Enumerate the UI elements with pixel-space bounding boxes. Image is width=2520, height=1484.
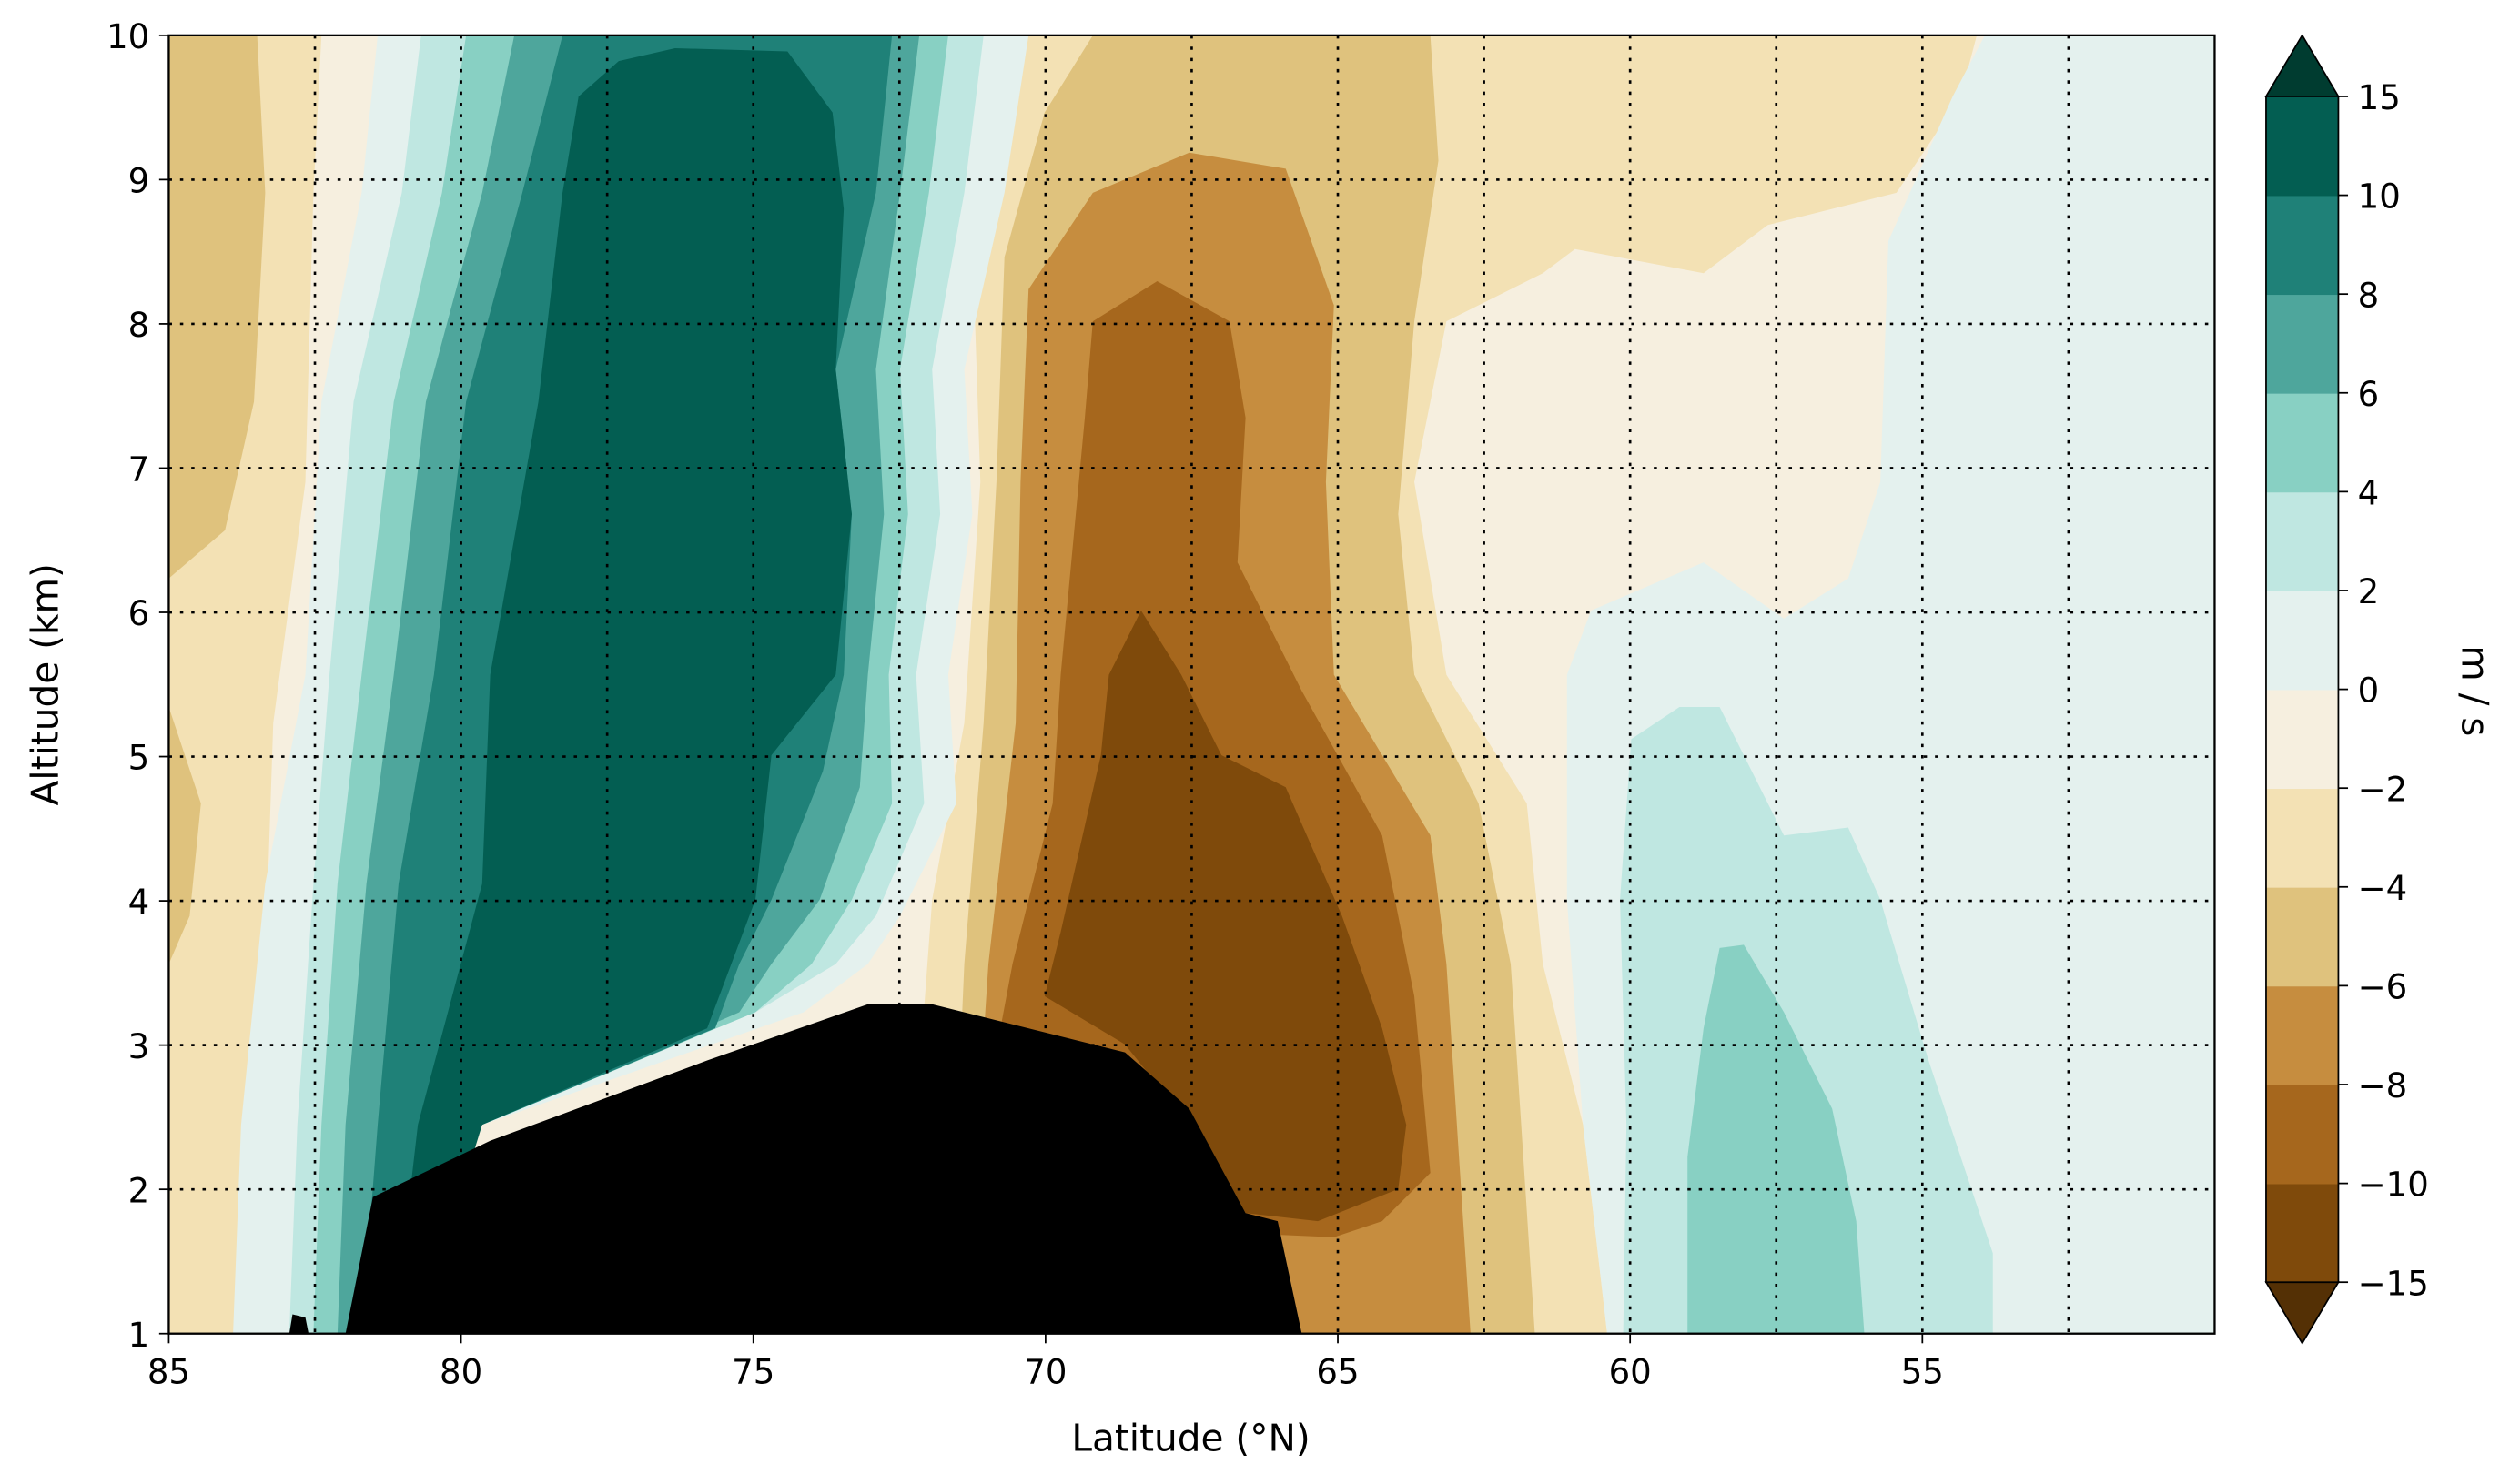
colorbar-segment <box>2265 1183 2339 1284</box>
colorbar-segment <box>2265 1084 2339 1185</box>
y-axis: 1 2 3 4 5 6 7 8 9 10 <box>106 17 169 1355</box>
colorbar-tick-label: −4 <box>2358 869 2408 908</box>
y-tick-label: 5 <box>128 739 150 778</box>
colorbar-tick-label: 10 <box>2358 177 2401 217</box>
colorbar-tick-label: 0 <box>2358 671 2380 711</box>
colorbar-extend-max <box>2264 34 2340 97</box>
colorbar-segment <box>2265 590 2339 691</box>
x-tick-label: 65 <box>1316 1352 1359 1391</box>
x-tick-label: 75 <box>732 1352 774 1391</box>
y-tick-label: 10 <box>106 17 149 56</box>
colorbar-segment <box>2265 985 2339 1085</box>
colorbar-segment <box>2265 788 2339 888</box>
colorbar-tick-label: 15 <box>2358 78 2401 117</box>
contour-region <box>1044 611 1407 1222</box>
y-axis-label: Altitude (km) <box>24 563 67 805</box>
colorbar-tick-label: −2 <box>2358 770 2408 809</box>
contour-region <box>168 35 266 579</box>
colorbar-tick-label: 4 <box>2358 473 2380 512</box>
colorbar-segment <box>2265 392 2339 493</box>
x-tick-label: 60 <box>1609 1352 1652 1391</box>
x-axis-label: Latitude (°N) <box>1071 1417 1310 1460</box>
y-tick-label: 3 <box>128 1027 150 1066</box>
x-tick-label: 85 <box>147 1352 190 1391</box>
contour-region <box>393 47 852 1334</box>
y-tick-label: 8 <box>128 306 150 345</box>
y-tick-label: 4 <box>128 883 150 922</box>
y-tick-label: 1 <box>128 1316 150 1355</box>
colorbar-tick-label: −15 <box>2358 1264 2429 1303</box>
colorbar-tick-label: −8 <box>2358 1066 2408 1105</box>
x-tick-label: 55 <box>1901 1352 1944 1391</box>
y-tick-label: 2 <box>128 1171 150 1210</box>
contour-fills <box>168 35 2215 1334</box>
colorbar-segment <box>2265 96 2339 197</box>
x-axis: 85 80 75 70 65 60 55 <box>147 1333 1944 1391</box>
colorbar-segment <box>2265 689 2339 790</box>
colorbar-tick-label: −6 <box>2358 968 2408 1007</box>
colorbar: −15 −10 −8 −6 −4 −2 0 2 4 6 8 10 15 <box>2264 34 2429 1346</box>
colorbar-segment <box>2265 195 2339 296</box>
colorbar-tick-label: 2 <box>2358 572 2380 611</box>
colorbar-label: m / s <box>2453 645 2496 736</box>
colorbar-segment <box>2265 294 2339 394</box>
x-tick-label: 80 <box>440 1352 482 1391</box>
colorbar-segment <box>2265 491 2339 591</box>
plot-frame <box>167 34 2216 1335</box>
contour-region <box>168 707 201 964</box>
x-tick-label: 70 <box>1024 1352 1067 1391</box>
y-tick-label: 9 <box>128 162 150 201</box>
terrain-mask <box>288 1314 309 1334</box>
gridlines <box>168 35 2215 1334</box>
colorbar-tick-label: 6 <box>2358 375 2380 414</box>
y-tick-label: 7 <box>128 450 150 490</box>
colorbar-extend-min <box>2264 1281 2340 1346</box>
colorbar-tick-label: 8 <box>2358 276 2380 315</box>
y-tick-label: 6 <box>128 594 150 633</box>
colorbar-tick-label: −10 <box>2358 1166 2429 1205</box>
colorbar-segment <box>2265 886 2339 987</box>
terrain-mask <box>345 1004 1302 1334</box>
